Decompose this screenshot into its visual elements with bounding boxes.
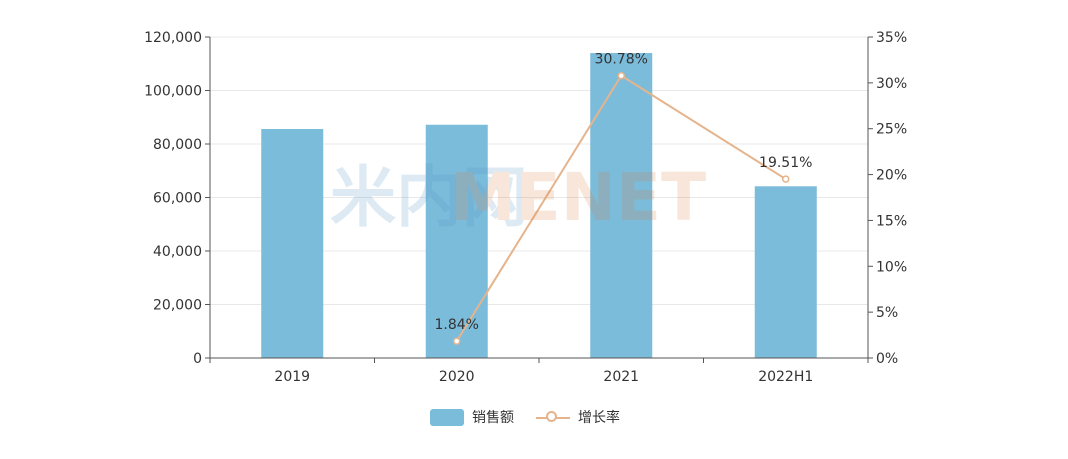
- x-tick-label: 2020: [439, 369, 475, 385]
- legend-line-marker: [546, 410, 557, 422]
- y-left-tick-label: 40,000: [153, 244, 202, 260]
- y-right-tick-label: 0%: [876, 351, 898, 367]
- y-right-tick-label: 30%: [876, 76, 907, 92]
- bar-series: [261, 53, 817, 359]
- data-labels: 1.84% 30.78% 19.51%: [435, 52, 813, 333]
- growth-marker[interactable]: [617, 71, 625, 80]
- line-series: [453, 71, 790, 345]
- bar[interactable]: [754, 186, 817, 358]
- y-left-tick-label: 120,000: [144, 30, 202, 46]
- legend-label-sales: 销售额: [472, 410, 514, 426]
- bar[interactable]: [425, 124, 488, 359]
- growth-marker[interactable]: [453, 337, 461, 345]
- chart-legend: 销售额 增长率: [430, 405, 620, 429]
- axes: 0 20,000 40,000 60,000 80,000 100,000 120,000 0…: [144, 30, 907, 385]
- x-tick-label: 2021: [603, 369, 639, 385]
- y-right-tick-label: 5%: [876, 305, 898, 321]
- y-left-tick-label: 80,000: [153, 137, 202, 153]
- growth-data-label: 19.51%: [759, 155, 812, 171]
- legend-line-swatch: [536, 409, 570, 426]
- y-right-tick-label: 25%: [876, 122, 907, 138]
- y-right-tick-label: 10%: [876, 259, 907, 275]
- y-right-tick-label: 35%: [876, 30, 907, 46]
- y-left-tick-label: 0: [193, 351, 202, 367]
- growth-data-label: 30.78%: [595, 52, 648, 68]
- legend-item-sales[interactable]: 销售额: [430, 407, 514, 427]
- y-left-tick-label: 100,000: [144, 84, 202, 100]
- y-left-tick-label: 20,000: [153, 298, 202, 314]
- growth-marker[interactable]: [782, 175, 790, 183]
- bar[interactable]: [590, 53, 653, 359]
- y-left-tick-label: 60,000: [153, 191, 202, 207]
- bar[interactable]: [261, 129, 324, 358]
- y-right-tick-label: 15%: [876, 213, 907, 229]
- x-tick-label: 2019: [274, 369, 310, 385]
- y-right-tick-label: 20%: [876, 168, 907, 184]
- legend-label-growth: 增长率: [578, 410, 620, 426]
- growth-data-label: 1.84%: [435, 317, 479, 333]
- legend-item-growth[interactable]: 增长率: [536, 407, 620, 427]
- legend-bar-swatch: [430, 408, 464, 426]
- x-tick-label: 2022H1: [758, 369, 813, 385]
